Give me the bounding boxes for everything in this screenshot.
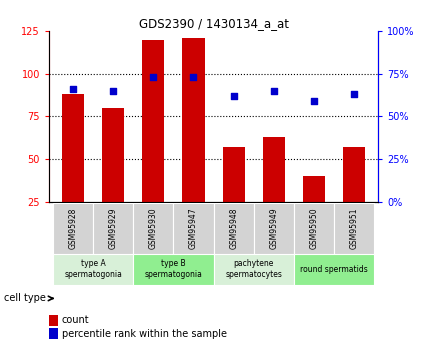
Point bbox=[150, 75, 157, 80]
Bar bbox=[294, 203, 334, 254]
Bar bbox=[263, 137, 285, 245]
Text: GSM95930: GSM95930 bbox=[149, 207, 158, 249]
Title: GDS2390 / 1430134_a_at: GDS2390 / 1430134_a_at bbox=[139, 17, 289, 30]
Text: type A
spermatogonia: type A spermatogonia bbox=[64, 259, 122, 279]
Bar bbox=[343, 147, 365, 245]
Bar bbox=[303, 176, 325, 245]
Bar bbox=[53, 203, 93, 254]
Bar bbox=[53, 254, 133, 285]
Bar bbox=[62, 94, 84, 245]
Bar bbox=[133, 203, 173, 254]
Text: GSM95951: GSM95951 bbox=[350, 207, 359, 249]
Bar bbox=[133, 254, 214, 285]
Text: GSM95948: GSM95948 bbox=[229, 207, 238, 249]
Bar bbox=[213, 203, 254, 254]
Point bbox=[270, 88, 277, 93]
Bar bbox=[49, 328, 58, 339]
Bar bbox=[93, 203, 133, 254]
Text: GSM95947: GSM95947 bbox=[189, 207, 198, 249]
Point bbox=[311, 98, 317, 104]
Point bbox=[230, 93, 237, 99]
Point bbox=[190, 75, 197, 80]
Text: GSM95929: GSM95929 bbox=[109, 207, 118, 249]
Bar bbox=[334, 203, 374, 254]
Bar bbox=[254, 203, 294, 254]
Bar bbox=[294, 254, 374, 285]
Text: GSM95950: GSM95950 bbox=[309, 207, 318, 249]
Point bbox=[351, 91, 357, 97]
Text: type B
spermatogonia: type B spermatogonia bbox=[144, 259, 202, 279]
Bar bbox=[173, 203, 214, 254]
Text: percentile rank within the sample: percentile rank within the sample bbox=[62, 329, 227, 339]
Point bbox=[70, 86, 76, 92]
Text: round spermatids: round spermatids bbox=[300, 265, 368, 274]
Bar bbox=[49, 315, 58, 326]
Bar bbox=[223, 147, 245, 245]
Text: GSM95949: GSM95949 bbox=[269, 207, 278, 249]
Bar bbox=[213, 254, 294, 285]
Text: count: count bbox=[62, 315, 89, 325]
Bar bbox=[182, 38, 204, 245]
Bar bbox=[102, 108, 124, 245]
Text: pachytene
spermatocytes: pachytene spermatocytes bbox=[225, 259, 282, 279]
Text: cell type: cell type bbox=[4, 294, 46, 303]
Text: GSM95928: GSM95928 bbox=[68, 207, 77, 249]
Bar bbox=[142, 40, 164, 245]
Point bbox=[110, 88, 116, 93]
